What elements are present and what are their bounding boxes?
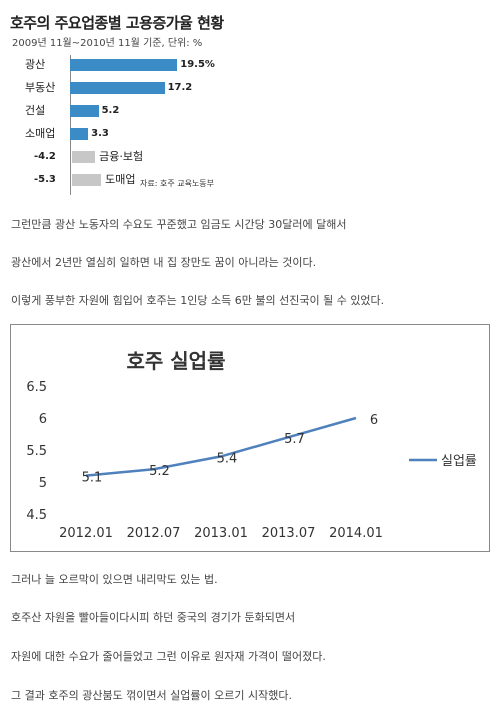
x-tick-label: 2012.01 xyxy=(59,526,113,541)
legend-label: 실업률 xyxy=(441,454,477,469)
bar-row: 3.3 소매업 xyxy=(0,125,330,143)
y-tick-label: 5.5 xyxy=(26,444,47,459)
bar-value-label: 19.5% xyxy=(180,59,215,70)
paragraph: 이렇게 풍부한 자원에 힘입어 호주는 1인당 소득 6만 불의 선진국이 될 … xyxy=(11,294,385,307)
paragraph: 그 결과 호주의 광산붐도 꺾이면서 실업률이 오르기 시작했다. xyxy=(11,689,292,702)
x-tick-label: 2014.01 xyxy=(329,526,383,541)
x-tick-label: 2012.07 xyxy=(127,526,181,541)
bar xyxy=(72,174,102,186)
x-tick-label: 2013.01 xyxy=(194,526,248,541)
bar-category-label: 부동산 xyxy=(25,81,56,94)
y-tick-label: 6.5 xyxy=(26,380,47,395)
bar-value-label: 3.3 xyxy=(91,128,109,139)
y-tick-label: 6 xyxy=(39,412,47,427)
chart-title: 호주 실업률 xyxy=(126,349,226,373)
x-tick-label: 2013.07 xyxy=(262,526,316,541)
data-label: 5.4 xyxy=(217,451,238,466)
bar xyxy=(70,128,89,140)
bar xyxy=(70,59,178,71)
bar-row: 5.2 건설 xyxy=(0,102,330,120)
bar-value-label: 5.2 xyxy=(101,105,120,116)
y-tick-label: 5 xyxy=(39,476,47,491)
unemployment-chart: 호주 실업률 4.5 5 5.5 6 6.5 2012.01 2012.07 2013.01 2… xyxy=(10,324,490,552)
bar-row: 17.2 부동산 xyxy=(0,79,330,97)
bar-row: -4.2 금융·보험 xyxy=(0,148,330,166)
bar xyxy=(72,151,96,163)
paragraph: 광산에서 2년만 열심히 일하면 내 집 장만도 꿈이 아니라는 것이다. xyxy=(11,256,317,269)
series-line xyxy=(85,416,357,477)
chart-source: 자료: 호주 교육노동부 xyxy=(140,179,215,188)
data-label: 5.2 xyxy=(149,464,170,479)
data-label: 5.1 xyxy=(82,471,103,486)
chart-title: 호주의 주요업종별 고용증가율 현황 xyxy=(10,14,224,32)
paragraph: 그러나 늘 오르막이 있으면 내리막도 있는 법. xyxy=(11,573,218,586)
unemployment-plot: 4.5 5 5.5 6 6.5 2012.01 2012.07 2013.01 2013.07 2… xyxy=(26,380,477,541)
bar-value-label: 17.2 xyxy=(167,82,193,93)
bar-category-label: 금융·보험 xyxy=(99,150,144,163)
bar-row: 19.5% 광산 xyxy=(0,56,330,74)
paragraph: 그런만큼 광산 노동자의 수요도 꾸준했고 임금도 시간당 30달러에 달해서 xyxy=(11,218,347,231)
paragraph: 자원에 대한 수요가 줄어들었고 그런 이유로 원자재 가격이 떨어졌다. xyxy=(11,650,326,663)
bar-category-label: 도매업 xyxy=(105,173,136,186)
bar-value-label: -5.3 xyxy=(34,174,56,185)
bar-category-label: 광산 xyxy=(25,58,46,71)
bar-value-label: -4.2 xyxy=(34,151,56,162)
bar xyxy=(70,105,99,117)
data-label: 5.7 xyxy=(284,432,305,447)
paragraph: 호주산 자원을 빨아들이다시피 하던 중국의 경기가 둔화되면서 xyxy=(11,611,296,624)
bar-category-label: 소매업 xyxy=(25,127,56,140)
data-label: 6 xyxy=(370,413,378,428)
y-tick-label: 4.5 xyxy=(26,508,47,523)
bar-row: -5.3 도매업 xyxy=(0,171,330,189)
chart-subtitle: 2009년 11월~2010년 11월 기준, 단위: % xyxy=(12,38,203,49)
chart-axis xyxy=(70,55,71,195)
employment-growth-chart: 호주의 주요업종별 고용증가율 현황 2009년 11월~2010년 11월 기… xyxy=(0,0,330,200)
bar-category-label: 건설 xyxy=(25,104,46,117)
bar xyxy=(70,82,165,94)
